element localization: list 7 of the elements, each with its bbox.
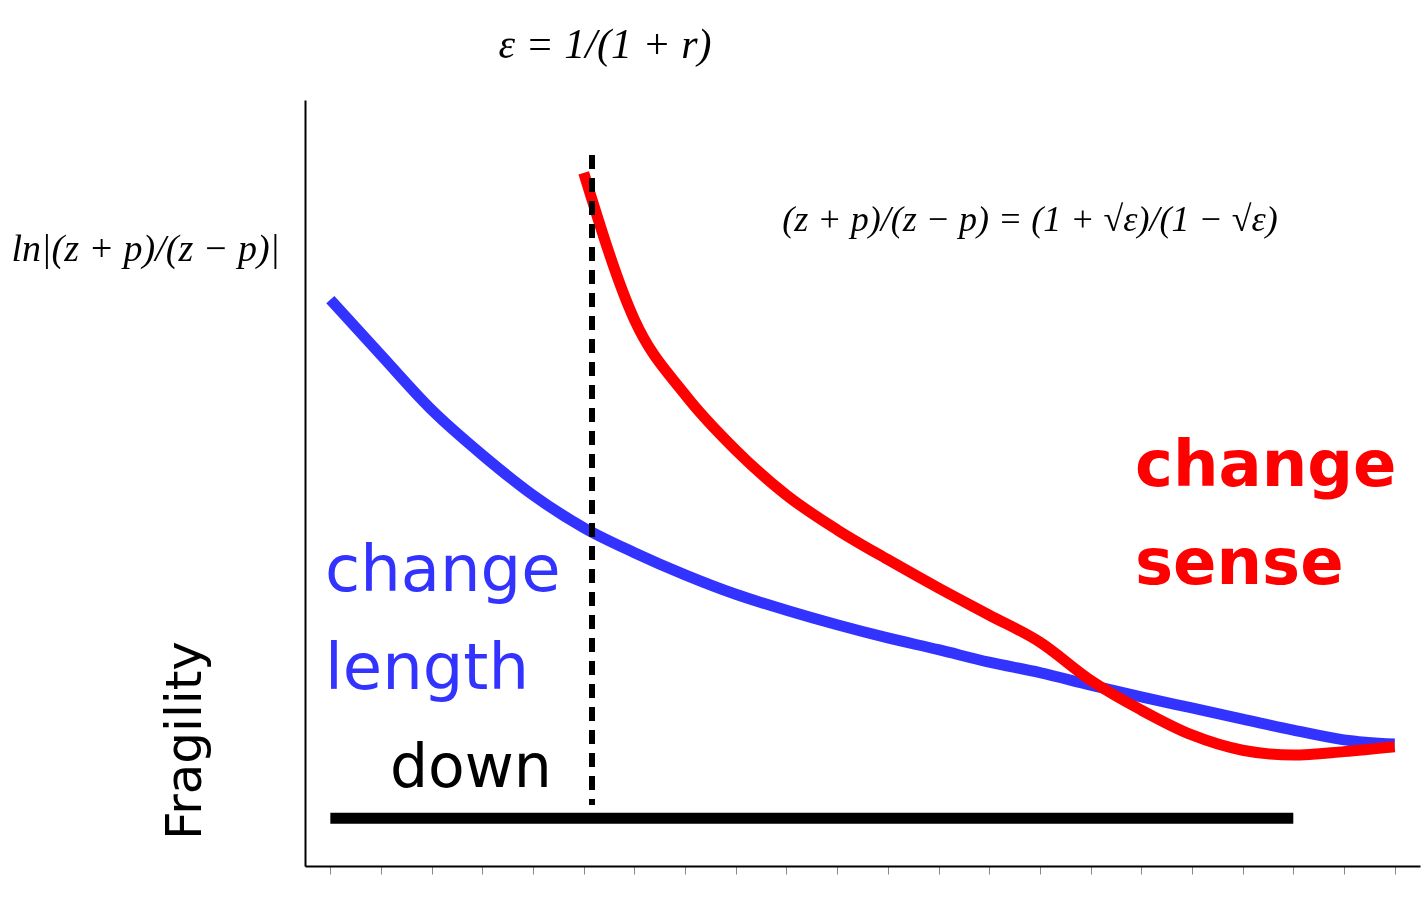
text: ε = 1/(1 + r)	[498, 21, 712, 68]
y-axis-title: Fragility	[154, 641, 213, 840]
series-label: change length	[325, 532, 561, 704]
annotation: (z + p)/(z − p) = (1 + √ε)/(1 − √ε)	[782, 199, 1278, 239]
series-label: down	[390, 731, 552, 801]
text: ln|(z + p)/(z − p)|	[11, 227, 280, 270]
series-label: change sense	[1135, 427, 1397, 599]
